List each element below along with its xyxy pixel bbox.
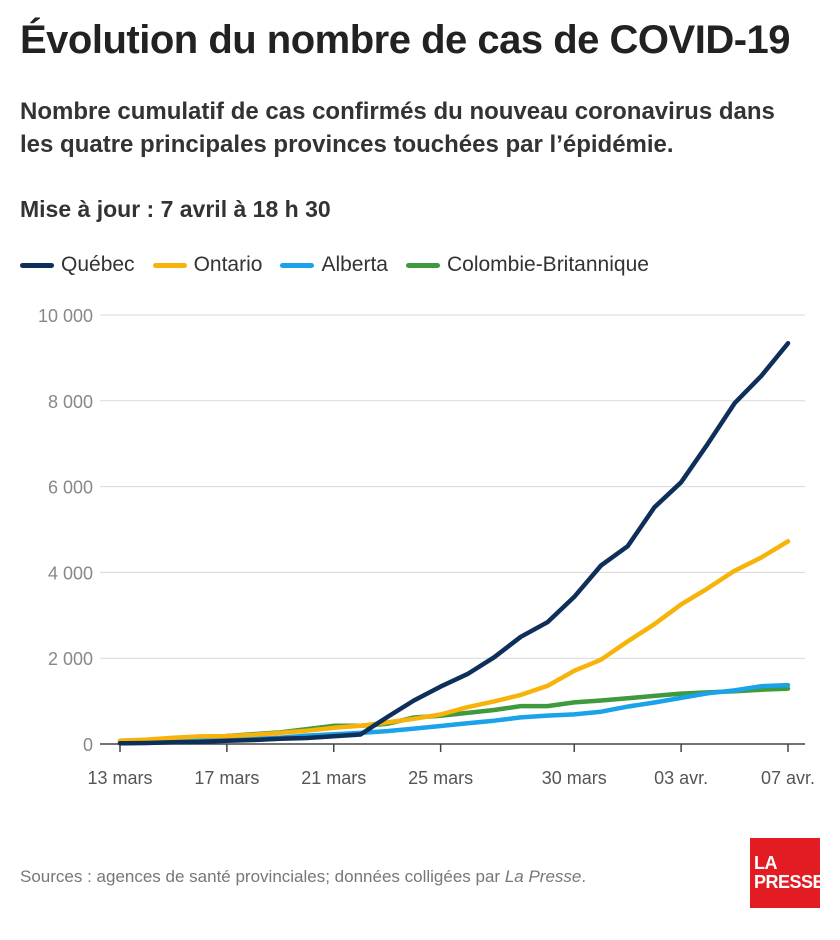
source-note: Sources : agences de santé provinciales;…	[20, 867, 586, 887]
x-tick-label: 21 mars	[301, 768, 366, 788]
legend-item-alberta: Alberta	[280, 253, 388, 277]
y-tick-label: 8 000	[48, 392, 93, 412]
y-tick-label: 0	[83, 735, 93, 755]
y-tick-label: 6 000	[48, 478, 93, 498]
x-tick-label: 03 avr.	[654, 768, 708, 788]
source-prefix: Sources : agences de santé provinciales;…	[20, 867, 505, 886]
series-line-quebec	[117, 341, 791, 746]
x-tick-label: 30 mars	[542, 768, 607, 788]
line-chart: 0 2 000 4 000 6 000 8 000 10 000 13 mars 17 mar…	[38, 306, 815, 788]
chart-title: Évolution du nombre de cas de COVID-19	[20, 18, 791, 62]
x-tick-label: 07 avr.	[761, 768, 815, 788]
series-line-ontario	[117, 539, 791, 743]
x-tick-label: 25 mars	[408, 768, 473, 788]
legend-item-quebec: Québec	[20, 253, 135, 277]
source-emphasis: La Presse	[504, 867, 582, 886]
legend-label-colombie-britannique: Colombie-Britannique	[446, 253, 649, 276]
update-timestamp: Mise à jour : 7 avril à 18 h 30	[20, 196, 331, 222]
legend-item-colombie-britannique: Colombie-Britannique	[405, 253, 649, 277]
legend-label-alberta: Alberta	[321, 253, 388, 276]
source-suffix: .	[581, 867, 587, 886]
legend-item-ontario: Ontario	[152, 253, 263, 277]
legend-swatch-alberta	[280, 262, 315, 268]
la-presse-logo: LA PRESSE	[750, 838, 825, 908]
chart-subtitle: Nombre cumulatif de cas confirmés du nou…	[20, 98, 775, 158]
y-tick-label: 10 000	[38, 306, 93, 326]
legend-swatch-ontario	[152, 262, 187, 268]
legend-label-quebec: Québec	[61, 253, 135, 276]
x-tick-label: 13 mars	[87, 768, 152, 788]
logo-line-1: LA	[754, 853, 778, 873]
y-tick-label: 4 000	[48, 563, 93, 583]
logo-line-2: PRESSE	[754, 872, 825, 892]
x-tick-label: 17 mars	[194, 768, 259, 788]
y-tick-label: 2 000	[48, 649, 93, 669]
legend-swatch-colombie-britannique	[405, 262, 440, 268]
legend-swatch-quebec	[20, 262, 54, 268]
legend-label-ontario: Ontario	[193, 253, 263, 276]
chart-legend: Québec Ontario Alberta Colombie-Britanni…	[20, 253, 667, 277]
